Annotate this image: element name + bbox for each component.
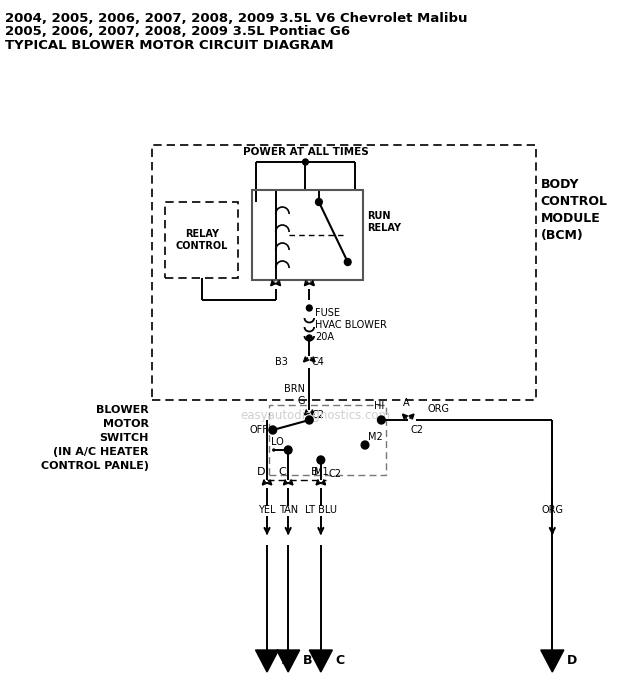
Text: BRN: BRN	[284, 384, 305, 394]
Circle shape	[303, 159, 308, 165]
Circle shape	[307, 305, 312, 311]
Circle shape	[305, 416, 313, 424]
Text: BODY
CONTROL
MODULE
(BCM): BODY CONTROL MODULE (BCM)	[541, 178, 607, 242]
Text: M2: M2	[368, 432, 383, 442]
Text: TAN: TAN	[279, 505, 298, 515]
Circle shape	[269, 426, 277, 434]
Text: C: C	[279, 467, 286, 477]
Bar	[252, 190, 363, 280]
Text: C4: C4	[311, 357, 324, 367]
Text: B: B	[303, 654, 312, 668]
Bar	[152, 145, 536, 400]
Polygon shape	[309, 650, 332, 672]
Text: A: A	[281, 654, 291, 668]
Text: ORG: ORG	[428, 404, 449, 414]
Text: HI: HI	[375, 401, 384, 411]
Text: LO: LO	[271, 437, 284, 447]
Polygon shape	[277, 650, 300, 672]
Text: 2004, 2005, 2006, 2007, 2008, 2009 3.5L V6 Chevrolet Malibu: 2004, 2005, 2006, 2007, 2008, 2009 3.5L …	[5, 12, 467, 25]
Text: 2005, 2006, 2007, 2008, 2009 3.5L Pontiac G6: 2005, 2006, 2007, 2008, 2009 3.5L Pontia…	[5, 25, 350, 38]
Text: YEL: YEL	[258, 505, 276, 515]
Text: G: G	[298, 396, 305, 406]
Circle shape	[316, 199, 322, 206]
Polygon shape	[541, 650, 564, 672]
Circle shape	[361, 441, 369, 449]
Text: A: A	[403, 398, 410, 408]
Text: C2: C2	[311, 410, 324, 420]
Text: OFF: OFF	[249, 425, 268, 435]
Text: M1: M1	[313, 467, 328, 477]
Polygon shape	[255, 650, 279, 672]
Text: TYPICAL BLOWER MOTOR CIRCUIT DIAGRAM: TYPICAL BLOWER MOTOR CIRCUIT DIAGRAM	[5, 39, 334, 52]
Circle shape	[378, 416, 385, 424]
Text: BLOWER
MOTOR
SWITCH
(IN A/C HEATER
CONTROL PANLE): BLOWER MOTOR SWITCH (IN A/C HEATER CONTR…	[41, 405, 149, 471]
Text: D: D	[567, 654, 577, 668]
Text: B: B	[311, 467, 319, 477]
Text: FUSE
HVAC BLOWER
20A: FUSE HVAC BLOWER 20A	[315, 309, 387, 342]
Text: C2: C2	[329, 469, 342, 479]
Circle shape	[273, 449, 275, 451]
Circle shape	[284, 446, 292, 454]
Text: D: D	[256, 467, 265, 477]
Text: C: C	[335, 654, 344, 668]
Text: easyautodiagnostics.com: easyautodiagnostics.com	[240, 409, 390, 421]
Text: ORG: ORG	[541, 505, 564, 515]
Circle shape	[344, 258, 351, 265]
Text: RELAY
CONTROL: RELAY CONTROL	[176, 229, 228, 251]
Text: B3: B3	[275, 357, 288, 367]
Text: RUN
RELAY: RUN RELAY	[367, 211, 401, 233]
Circle shape	[317, 456, 324, 464]
Circle shape	[307, 335, 312, 341]
Bar	[165, 202, 238, 278]
Text: LT BLU: LT BLU	[305, 505, 337, 515]
Bar	[269, 405, 386, 475]
Text: POWER AT ALL TIMES: POWER AT ALL TIMES	[243, 147, 368, 157]
Text: C2: C2	[410, 425, 423, 435]
